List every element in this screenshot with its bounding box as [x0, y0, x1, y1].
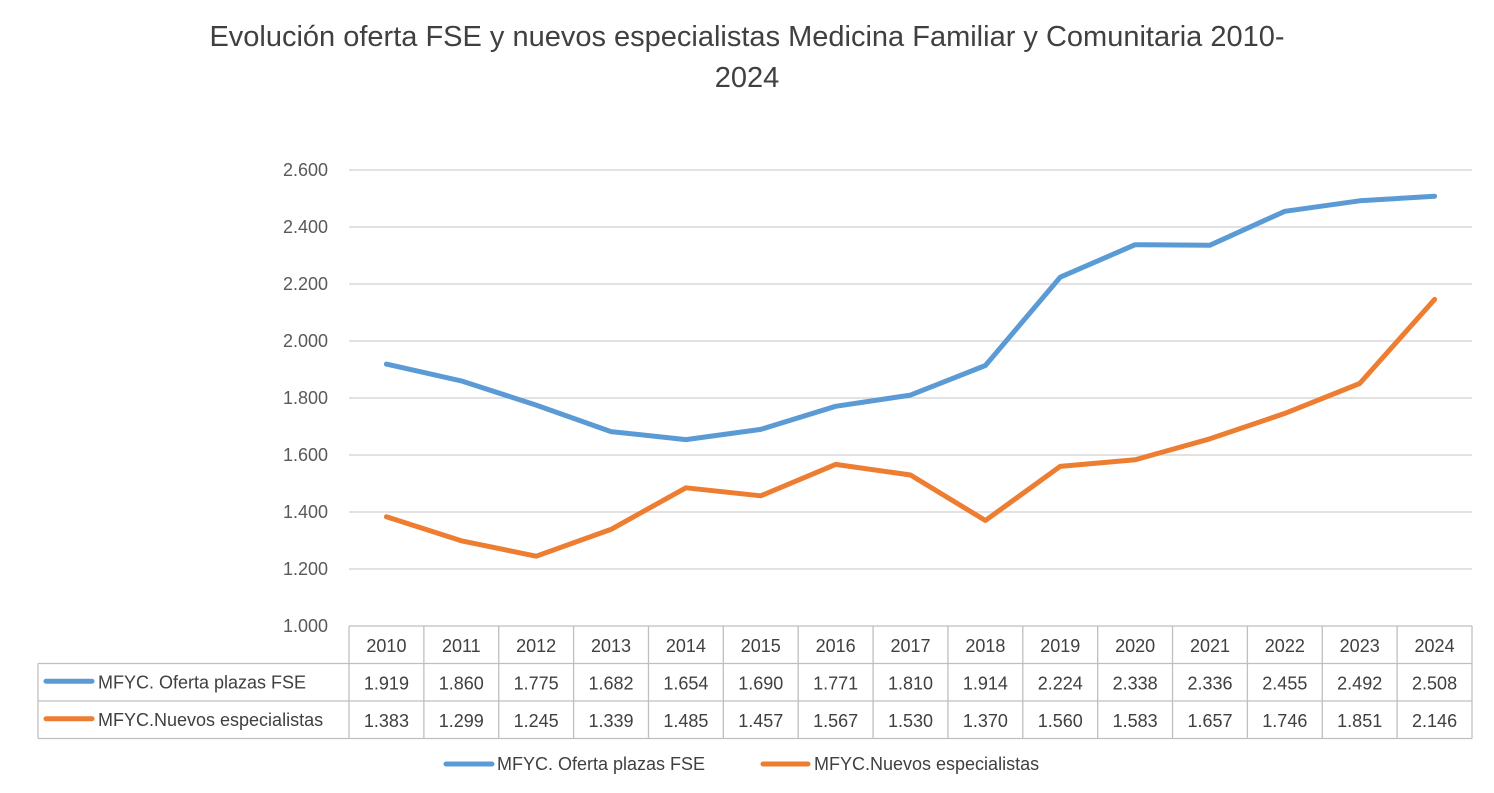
data-label: 1.583 [1113, 711, 1158, 731]
data-label: 1.370 [963, 711, 1008, 731]
x-tick-label: 2024 [1415, 636, 1455, 656]
table-series-name: MFYC. Oferta plazas FSE [98, 672, 306, 692]
data-label: 2.492 [1337, 673, 1382, 693]
data-label: 2.336 [1187, 673, 1232, 693]
data-label: 1.457 [738, 711, 783, 731]
data-label: 1.339 [589, 711, 634, 731]
x-tick-label: 2014 [666, 636, 706, 656]
data-label: 1.775 [514, 673, 559, 693]
gridlines [349, 169, 1472, 570]
data-label: 2.224 [1038, 673, 1083, 693]
data-label: 1.530 [888, 711, 933, 731]
y-tick-label: 1.200 [283, 559, 328, 579]
y-tick-label: 1.000 [283, 616, 328, 636]
data-label: 1.914 [963, 673, 1008, 693]
x-tick-label: 2021 [1190, 636, 1230, 656]
data-label: 1.746 [1262, 711, 1307, 731]
legend: MFYC. Oferta plazas FSE MFYC.Nuevos espec… [443, 754, 1039, 774]
y-tick-label: 2.200 [283, 274, 328, 294]
data-label: 1.299 [439, 711, 484, 731]
series-line-1 [383, 193, 1438, 443]
x-tick-label: 2015 [741, 636, 781, 656]
series-line-2 [383, 296, 1438, 559]
data-label: 1.383 [364, 711, 409, 731]
x-tick-label: 2022 [1265, 636, 1305, 656]
chart-title-line-1: Evolución oferta FSE y nuevos especialis… [209, 21, 1284, 53]
y-tick-label: 1.800 [283, 388, 328, 408]
x-tick-label: 2010 [366, 636, 406, 656]
x-tick-label: 2011 [442, 636, 481, 656]
data-label: 1.682 [589, 673, 634, 693]
x-tick-label: 2012 [516, 636, 556, 656]
data-label: 2.508 [1412, 673, 1457, 693]
data-label: 1.690 [738, 673, 783, 693]
x-tick-label: 2018 [965, 636, 1005, 656]
chart-title-line-2: 2024 [715, 62, 780, 94]
data-label: 2.338 [1113, 673, 1158, 693]
data-label: 1.919 [364, 673, 409, 693]
data-label: 1.560 [1038, 711, 1083, 731]
data-label: 1.851 [1337, 711, 1382, 731]
series-lines [383, 193, 1438, 559]
y-tick-label: 2.000 [283, 331, 328, 351]
x-tick-label: 2019 [1040, 636, 1080, 656]
y-tick-label: 2.400 [283, 217, 328, 237]
legend-label: MFYC. Oferta plazas FSE [497, 754, 705, 774]
data-label: 2.455 [1262, 673, 1307, 693]
x-tick-label: 2017 [890, 636, 930, 656]
data-label: 1.657 [1187, 711, 1232, 731]
x-tick-label: 2023 [1340, 636, 1380, 656]
x-tick-label: 2016 [816, 636, 856, 656]
data-label: 1.654 [663, 673, 708, 693]
data-label: 1.485 [663, 711, 708, 731]
data-label: 2.146 [1412, 711, 1457, 731]
legend-label: MFYC.Nuevos especialistas [814, 754, 1039, 774]
x-tick-label: 2020 [1115, 636, 1155, 656]
y-tick-label: 2.600 [283, 160, 328, 180]
data-label: 1.771 [813, 673, 858, 693]
y-axis-ticks: 1.000 1.200 1.400 1.600 1.800 2.000 2.200 2.400… [283, 160, 328, 636]
data-label: 1.245 [514, 711, 559, 731]
data-label: 1.810 [888, 673, 933, 693]
y-tick-label: 1.400 [283, 502, 328, 522]
data-table: 2010 2011 2012 2013 2014 2015 2016 2017 2018 2019… [37, 625, 1473, 740]
data-label: 1.860 [439, 673, 484, 693]
y-tick-label: 1.600 [283, 445, 328, 465]
x-tick-label: 2013 [591, 636, 631, 656]
table-series-name: MFYC.Nuevos especialistas [98, 710, 323, 730]
data-label: 1.567 [813, 711, 858, 731]
